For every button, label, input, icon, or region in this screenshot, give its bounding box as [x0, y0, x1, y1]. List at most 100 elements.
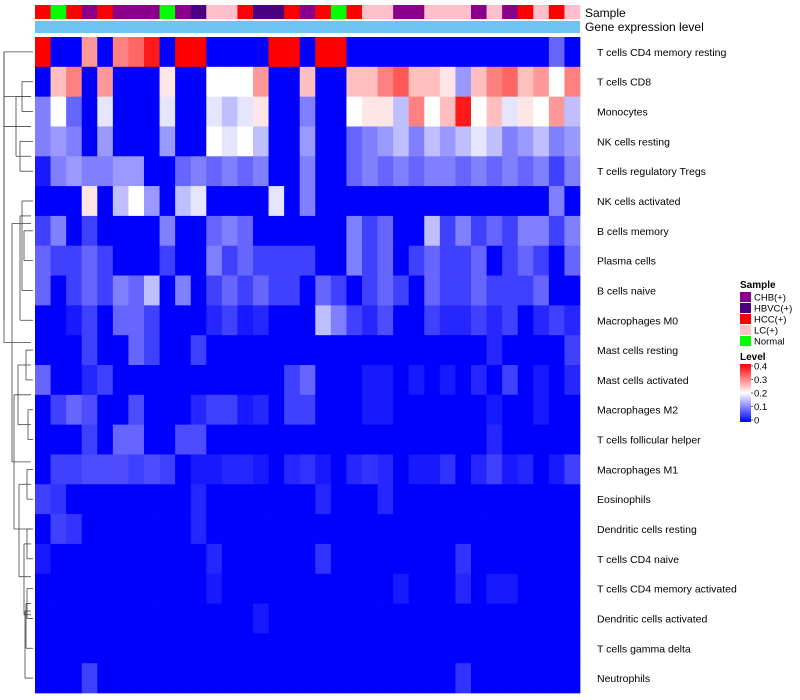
row-label: T cells regulatory Tregs [597, 166, 706, 178]
heatmap-cell [471, 365, 487, 396]
heatmap-cell [112, 215, 129, 247]
heatmap-cell [455, 514, 472, 545]
heatmap-cell [502, 394, 519, 425]
heatmap-cell [35, 156, 51, 187]
heatmap-cell [50, 514, 67, 545]
heatmap-cell [564, 126, 581, 157]
heatmap-cell [424, 514, 441, 545]
heatmap-cell [268, 37, 285, 68]
heatmap-cell [159, 484, 176, 515]
legend-label: Normal [754, 337, 785, 348]
row-dendrogram [3, 51, 33, 679]
heatmap-cell [81, 215, 98, 247]
heatmap-cell [299, 424, 316, 455]
row-label: Mast cells resting [597, 345, 678, 357]
heatmap-cell [330, 126, 347, 157]
heatmap-cell [362, 186, 378, 217]
heatmap-cell [97, 126, 114, 157]
heatmap-cell [81, 156, 98, 187]
heatmap-cell [564, 305, 581, 336]
heatmap-cell [548, 275, 565, 306]
heatmap-cell [393, 633, 410, 664]
heatmap-cell [253, 335, 269, 366]
heatmap-cell [112, 543, 129, 575]
heatmap-cell [393, 305, 410, 336]
heatmap-cell [346, 126, 363, 157]
heatmap-cell [564, 514, 581, 545]
heatmap-cell [299, 394, 316, 425]
heatmap-cell [408, 454, 425, 485]
heatmap-cell [393, 394, 410, 425]
heatmap-cell [533, 215, 550, 247]
heatmap-cell [502, 37, 519, 68]
heatmap-cell [346, 573, 363, 604]
heatmap-cell [35, 573, 51, 604]
heatmap-cell [253, 96, 269, 127]
heatmap-cell [159, 394, 176, 425]
heatmap-cell [486, 603, 503, 634]
heatmap-cell [315, 603, 332, 634]
heatmap-cell [502, 275, 519, 306]
heatmap-cell [190, 156, 207, 187]
heatmap-cell [315, 633, 332, 664]
legend-tick-label: 0.4 [754, 362, 767, 373]
heatmap-cell [362, 66, 378, 97]
heatmap-cell [330, 156, 347, 187]
heatmap-cell [128, 663, 145, 694]
sample-track-cell [346, 5, 363, 19]
heatmap-cell [237, 663, 254, 694]
sample-track-cell [35, 5, 51, 19]
heatmap-cell [97, 603, 114, 634]
heatmap-cell [408, 365, 425, 396]
heatmap-cell [471, 543, 487, 575]
heatmap-cell [128, 484, 145, 515]
heatmap-cell [144, 454, 160, 485]
heatmap-cell [502, 365, 519, 396]
heatmap-cell [517, 633, 534, 664]
heatmap-cell [424, 365, 441, 396]
sample-track-cell [299, 5, 316, 19]
heatmap-cell [206, 215, 223, 247]
heatmap-cell [424, 186, 441, 217]
heatmap-cell [315, 66, 332, 97]
heatmap-cell [159, 633, 176, 664]
heatmap-cell [471, 484, 487, 515]
heatmap-cell [517, 394, 534, 425]
heatmap-cell [564, 335, 581, 366]
heatmap-cell [190, 424, 207, 455]
heatmap-cell [486, 275, 503, 306]
heatmap-cell [564, 603, 581, 634]
heatmap-cell [502, 335, 519, 366]
heatmap-cell [548, 215, 565, 247]
heatmap-cell [548, 633, 565, 664]
sample-track-cell [517, 5, 534, 19]
heatmap-cell [112, 186, 129, 217]
heatmap-cell [471, 156, 487, 187]
heatmap-cell [128, 156, 145, 187]
heatmap-cell [284, 275, 301, 306]
heatmap-cell [237, 156, 254, 187]
heatmap-cell [81, 663, 98, 694]
heatmap-cell [455, 156, 472, 187]
heatmap-cell [299, 365, 316, 396]
heatmap-cell [533, 424, 550, 455]
heatmap-cell [35, 543, 51, 575]
heatmap-cell [471, 424, 487, 455]
heatmap-cell [237, 603, 254, 634]
heatmap-cell [50, 484, 67, 515]
heatmap-cell [268, 484, 285, 515]
heatmap-cell [284, 424, 301, 455]
row-label: Neutrophils [597, 673, 650, 685]
heatmap-cell [237, 633, 254, 664]
heatmap-cell [517, 573, 534, 604]
heatmap-cell [517, 335, 534, 366]
heatmap-cell [268, 126, 285, 157]
heatmap-cell [439, 96, 456, 127]
heatmap-cell [221, 663, 238, 694]
heatmap-cell [471, 335, 487, 366]
heatmap-cell [112, 663, 129, 694]
heatmap-cell [112, 633, 129, 664]
heatmap-cell [548, 573, 565, 604]
heatmap-cell [50, 305, 67, 336]
heatmap-cell [393, 484, 410, 515]
